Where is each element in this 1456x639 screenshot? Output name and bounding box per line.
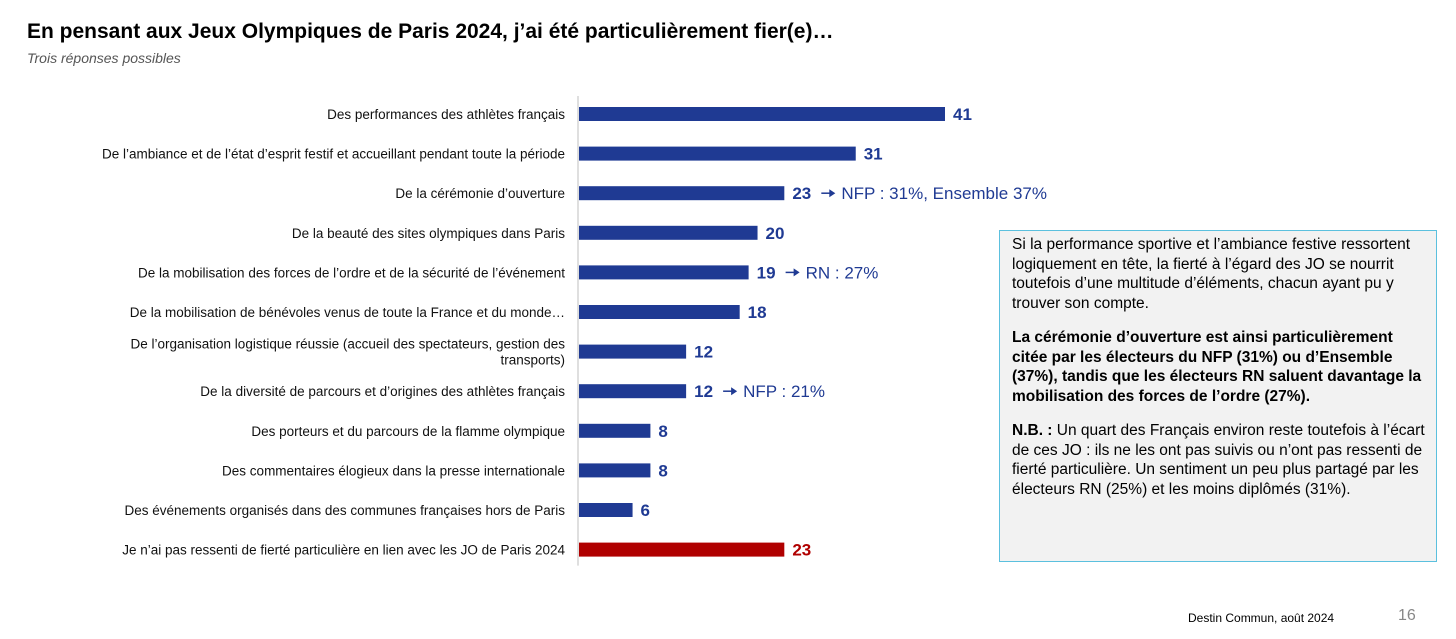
- bar: [579, 542, 785, 557]
- commentary-paragraph-1: Si la performance sportive et l’ambiance…: [1012, 236, 1411, 312]
- page-number: 16: [1398, 607, 1416, 624]
- bar: [579, 503, 633, 517]
- value-label: 18: [748, 303, 767, 322]
- commentary-paragraph-2: La cérémonie d’ouverture est ainsi parti…: [1012, 329, 1422, 405]
- annotation-text: NFP : 21%: [743, 382, 825, 401]
- commentary-paragraph-3: N.B. : Un quart des Français environ res…: [1012, 421, 1426, 499]
- bar: [579, 423, 651, 438]
- value-label: 31: [864, 145, 883, 164]
- nb-label: N.B. :: [1012, 422, 1053, 439]
- arrow-head-icon: [731, 387, 738, 396]
- bar: [579, 344, 687, 359]
- bar: [579, 225, 758, 240]
- category-label: Des porteurs et du parcours de la flamme…: [251, 424, 565, 439]
- value-label: 20: [766, 224, 785, 243]
- value-label: 19: [757, 263, 776, 282]
- bar: [579, 186, 785, 201]
- category-label: Des événements organisés dans des commun…: [125, 503, 566, 518]
- source-note: Destin Commun, août 2024: [1188, 611, 1335, 625]
- arrow-head-icon: [829, 189, 836, 198]
- nb-text: Un quart des Français environ reste tout…: [1012, 422, 1425, 498]
- bar: [579, 107, 945, 121]
- bar: [579, 146, 856, 161]
- value-label: 8: [658, 422, 667, 441]
- chart-subtitle: Trois réponses possibles: [27, 50, 181, 66]
- category-label: De la mobilisation de bénévoles venus de…: [130, 305, 565, 320]
- bar: [579, 265, 749, 280]
- category-label: Des performances des athlètes français: [327, 107, 565, 122]
- category-label: Je n’ai pas ressenti de fierté particuli…: [122, 543, 565, 558]
- value-label: 23: [792, 541, 811, 560]
- category-label: De la mobilisation des forces de l’ordre…: [138, 265, 565, 280]
- bar: [579, 463, 651, 478]
- value-label: 23: [792, 184, 811, 203]
- category-label: De la beauté des sites olympiques dans P…: [292, 226, 565, 241]
- value-label: 12: [694, 343, 713, 362]
- value-label: 6: [641, 501, 650, 520]
- category-label: De la cérémonie d’ouverture: [395, 186, 565, 201]
- category-label: De l’ambiance et de l’état d’esprit fest…: [102, 147, 565, 162]
- bar: [579, 384, 687, 399]
- value-label: 12: [694, 382, 713, 401]
- annotation-text: RN : 27%: [806, 263, 879, 282]
- commentary-box: Si la performance sportive et l’ambiance…: [999, 230, 1437, 562]
- value-label: 41: [953, 105, 972, 124]
- category-label: Des commentaires élogieux dans la presse…: [222, 463, 565, 478]
- annotation-text: NFP : 31%, Ensemble 37%: [841, 184, 1047, 203]
- chart-title: En pensant aux Jeux Olympiques de Paris …: [27, 20, 834, 43]
- arrow-head-icon: [793, 268, 800, 277]
- value-label: 8: [658, 461, 667, 480]
- bar: [579, 305, 740, 319]
- category-label: De l’organisation logistique réussie (ac…: [131, 337, 566, 368]
- category-label: De la diversité de parcours et d’origine…: [200, 384, 565, 399]
